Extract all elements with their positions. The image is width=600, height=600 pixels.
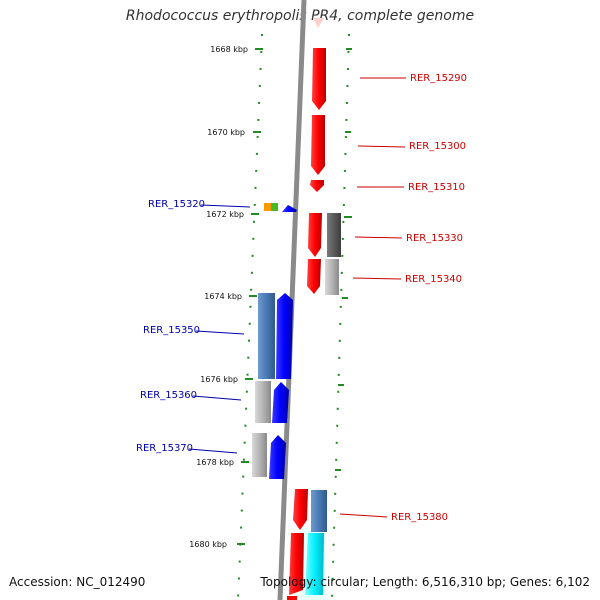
gene-RER_15350-partner[interactable] [258,293,275,379]
ruler-label: 1674 kbp [204,292,242,301]
ruler: 1668 kbp 1670 kbp 1672 kbp 1674 kbp 1676… [189,45,263,549]
gene-RER_15370[interactable] [269,435,286,479]
gene-red-bottom-tip [287,596,297,600]
label-RER_15320[interactable]: RER_15320 [148,199,205,210]
label-RER_15380[interactable]: RER_15380 [391,512,448,523]
gene-RER_15320[interactable] [282,205,297,212]
ruler-label: 1678 kbp [196,458,234,467]
label-RER_15330[interactable]: RER_15330 [406,233,463,244]
gene-cyan-bottom[interactable] [305,533,324,595]
backbone-marker [313,18,324,28]
gene-RER_15330[interactable] [308,213,322,257]
gene-RER_15310[interactable] [310,180,324,192]
forward-genes [252,203,297,479]
label-RER_15300[interactable]: RER_15300 [409,141,466,152]
label-RER_15310[interactable]: RER_15310 [408,182,465,193]
gene-RER_15340-partner[interactable] [325,259,339,295]
label-RER_15340[interactable]: RER_15340 [405,274,462,285]
gene-RER_15330-partner[interactable] [327,213,341,257]
gene-RER_15370-partner[interactable] [252,433,267,477]
ruler-label: 1680 kbp [189,540,227,549]
gene-RER_15290[interactable] [312,48,326,110]
ruler-label: 1672 kbp [206,210,244,219]
forward-labels: RER_15320 RER_15350 RER_15360 RER_15370 [136,199,251,454]
reverse-genes [287,48,341,600]
label-RER_15360[interactable]: RER_15360 [140,390,197,401]
gene-RER_15380[interactable] [293,489,308,530]
label-RER_15350[interactable]: RER_15350 [143,325,200,336]
gene-RER_15320-orange[interactable] [264,203,271,211]
gene-RER_15380-partner[interactable] [311,490,327,532]
ruler-label: 1668 kbp [210,45,248,54]
map-title: Rhodococcus erythropolis PR4, complete g… [125,8,475,24]
reverse-labels: RER_15290 RER_15300 RER_15310 RER_15330 … [339,73,467,523]
ruler-label: 1676 kbp [200,375,238,384]
gene-red-bottom[interactable] [289,533,304,595]
gene-RER_15360-partner[interactable] [255,381,271,423]
label-RER_15370[interactable]: RER_15370 [136,443,193,454]
gene-RER_15320-green[interactable] [271,203,278,211]
gene-RER_15350[interactable] [276,293,293,379]
gene-RER_15340[interactable] [307,259,321,294]
gene-RER_15300[interactable] [311,115,325,175]
label-RER_15290[interactable]: RER_15290 [410,73,467,84]
genome-summary: Topology: circular; Length: 6,516,310 bp… [260,575,590,589]
ruler-label: 1670 kbp [207,128,245,137]
right-ticks [335,48,352,471]
track-guide-right [331,33,350,600]
gene-RER_15360[interactable] [272,382,289,423]
accession-text: Accession: NC_012490 [9,575,146,589]
